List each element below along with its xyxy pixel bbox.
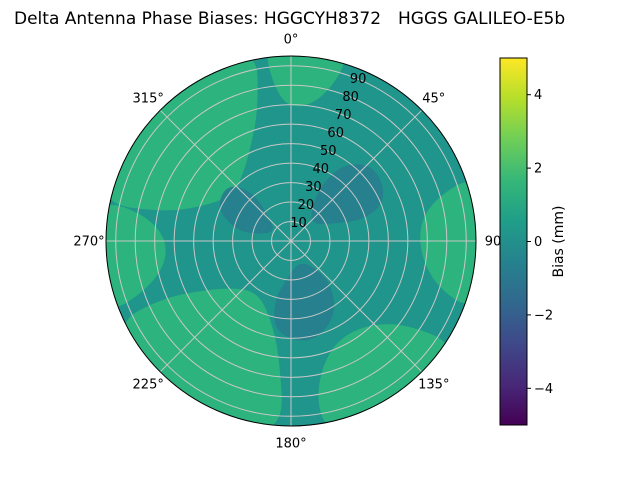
contour-region-low	[311, 164, 384, 224]
colorbar-tick-label: 2	[534, 162, 542, 177]
chart-title: Delta Antenna Phase Biases: HGGCYH8372	[14, 9, 382, 29]
colorbar-tick-label: −2	[534, 308, 553, 323]
contour-region-high	[123, 288, 282, 426]
colorbar-tick-label: −4	[534, 382, 553, 397]
contour-region-low	[219, 186, 273, 234]
grid-spoke	[290, 109, 423, 242]
polar-outline	[105, 55, 477, 427]
radial-tick-label: 40	[313, 162, 330, 177]
radial-tick-label: 60	[327, 126, 344, 141]
chart-subtitle-station: HGGS GALILEO-E5b	[398, 9, 566, 29]
angular-tick-label: 45°	[422, 92, 445, 107]
radial-tick-label: 30	[305, 180, 322, 195]
angular-tick-label: 315°	[133, 92, 164, 107]
contour-region-low	[274, 263, 334, 341]
grid-spoke	[290, 240, 423, 373]
grid-spoke	[159, 240, 292, 373]
colorbar-tick-label: 4	[534, 88, 542, 103]
angular-tick-label: 135°	[418, 377, 449, 392]
colorbar-axis-label: Bias (mm)	[551, 205, 567, 277]
colorbar-tick-label: 0	[534, 235, 542, 250]
contour-region-high	[318, 324, 449, 426]
grid-spoke	[159, 109, 292, 242]
angular-tick-label: 270°	[73, 235, 104, 250]
radial-tick-label: 20	[298, 198, 315, 213]
radial-tick-label: 10	[290, 216, 307, 231]
radial-tick-label: 70	[335, 108, 352, 123]
angular-tick-label: 90	[485, 235, 502, 250]
angular-tick-label: 180°	[275, 437, 306, 452]
radial-tick-label: 80	[342, 90, 359, 105]
angular-tick-label: 225°	[133, 377, 164, 392]
radial-tick-label: 50	[320, 144, 337, 159]
colorbar-gradient	[499, 57, 528, 426]
angular-tick-label: 0°	[284, 33, 299, 48]
radial-tick-label: 90	[350, 72, 367, 87]
